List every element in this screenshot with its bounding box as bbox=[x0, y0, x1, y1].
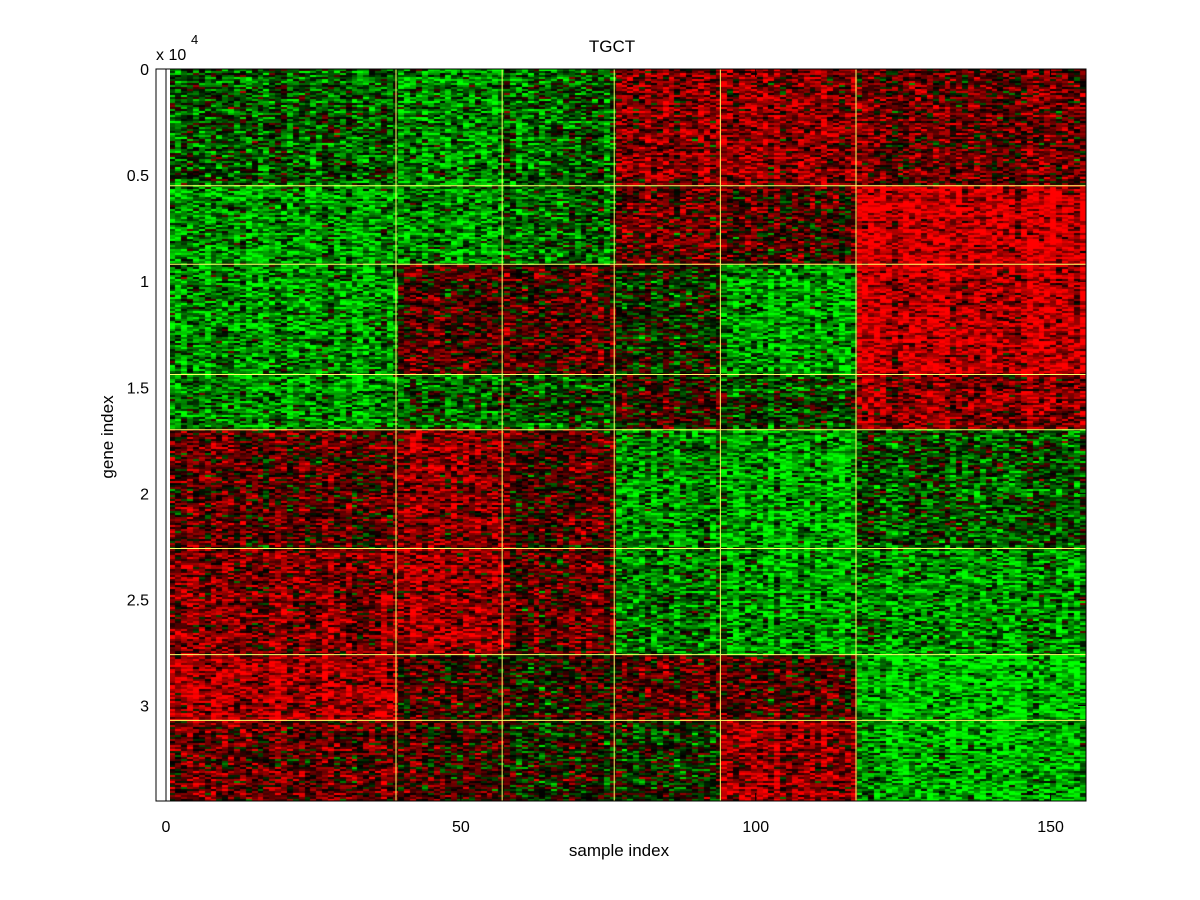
y-tick-label: 3 bbox=[140, 699, 149, 716]
y-exponent-power: 4 bbox=[191, 32, 198, 47]
x-tick-label: 100 bbox=[742, 819, 769, 836]
y-tick-label: 0.5 bbox=[127, 168, 149, 185]
y-axis-color-strip bbox=[155, 68, 167, 802]
x-tick-label: 150 bbox=[1037, 819, 1064, 836]
x-axis-label: sample index bbox=[569, 841, 670, 860]
y-tick-labels: 0 0.5 1 1.5 2 2.5 3 bbox=[127, 62, 149, 716]
y-tick-label: 2 bbox=[140, 486, 149, 503]
x-tick-labels: 0 50 100 150 bbox=[162, 819, 1065, 836]
x-tick-label: 50 bbox=[452, 819, 470, 836]
y-tick-label: 1.5 bbox=[127, 380, 149, 397]
chart-title: TGCT bbox=[589, 37, 635, 56]
axis-ticks bbox=[156, 68, 1086, 801]
y-tick-label: 2.5 bbox=[127, 592, 149, 609]
heatmap-image bbox=[170, 69, 1086, 801]
y-axis-label: gene index bbox=[98, 395, 117, 479]
x-tick-label: 0 bbox=[162, 819, 171, 836]
y-exponent-label: x 10 bbox=[156, 47, 186, 64]
cluster-separators bbox=[170, 69, 1086, 801]
plot-frame bbox=[165, 68, 1087, 802]
y-tick-label: 1 bbox=[140, 274, 149, 291]
y-tick-label: 0 bbox=[140, 62, 149, 79]
